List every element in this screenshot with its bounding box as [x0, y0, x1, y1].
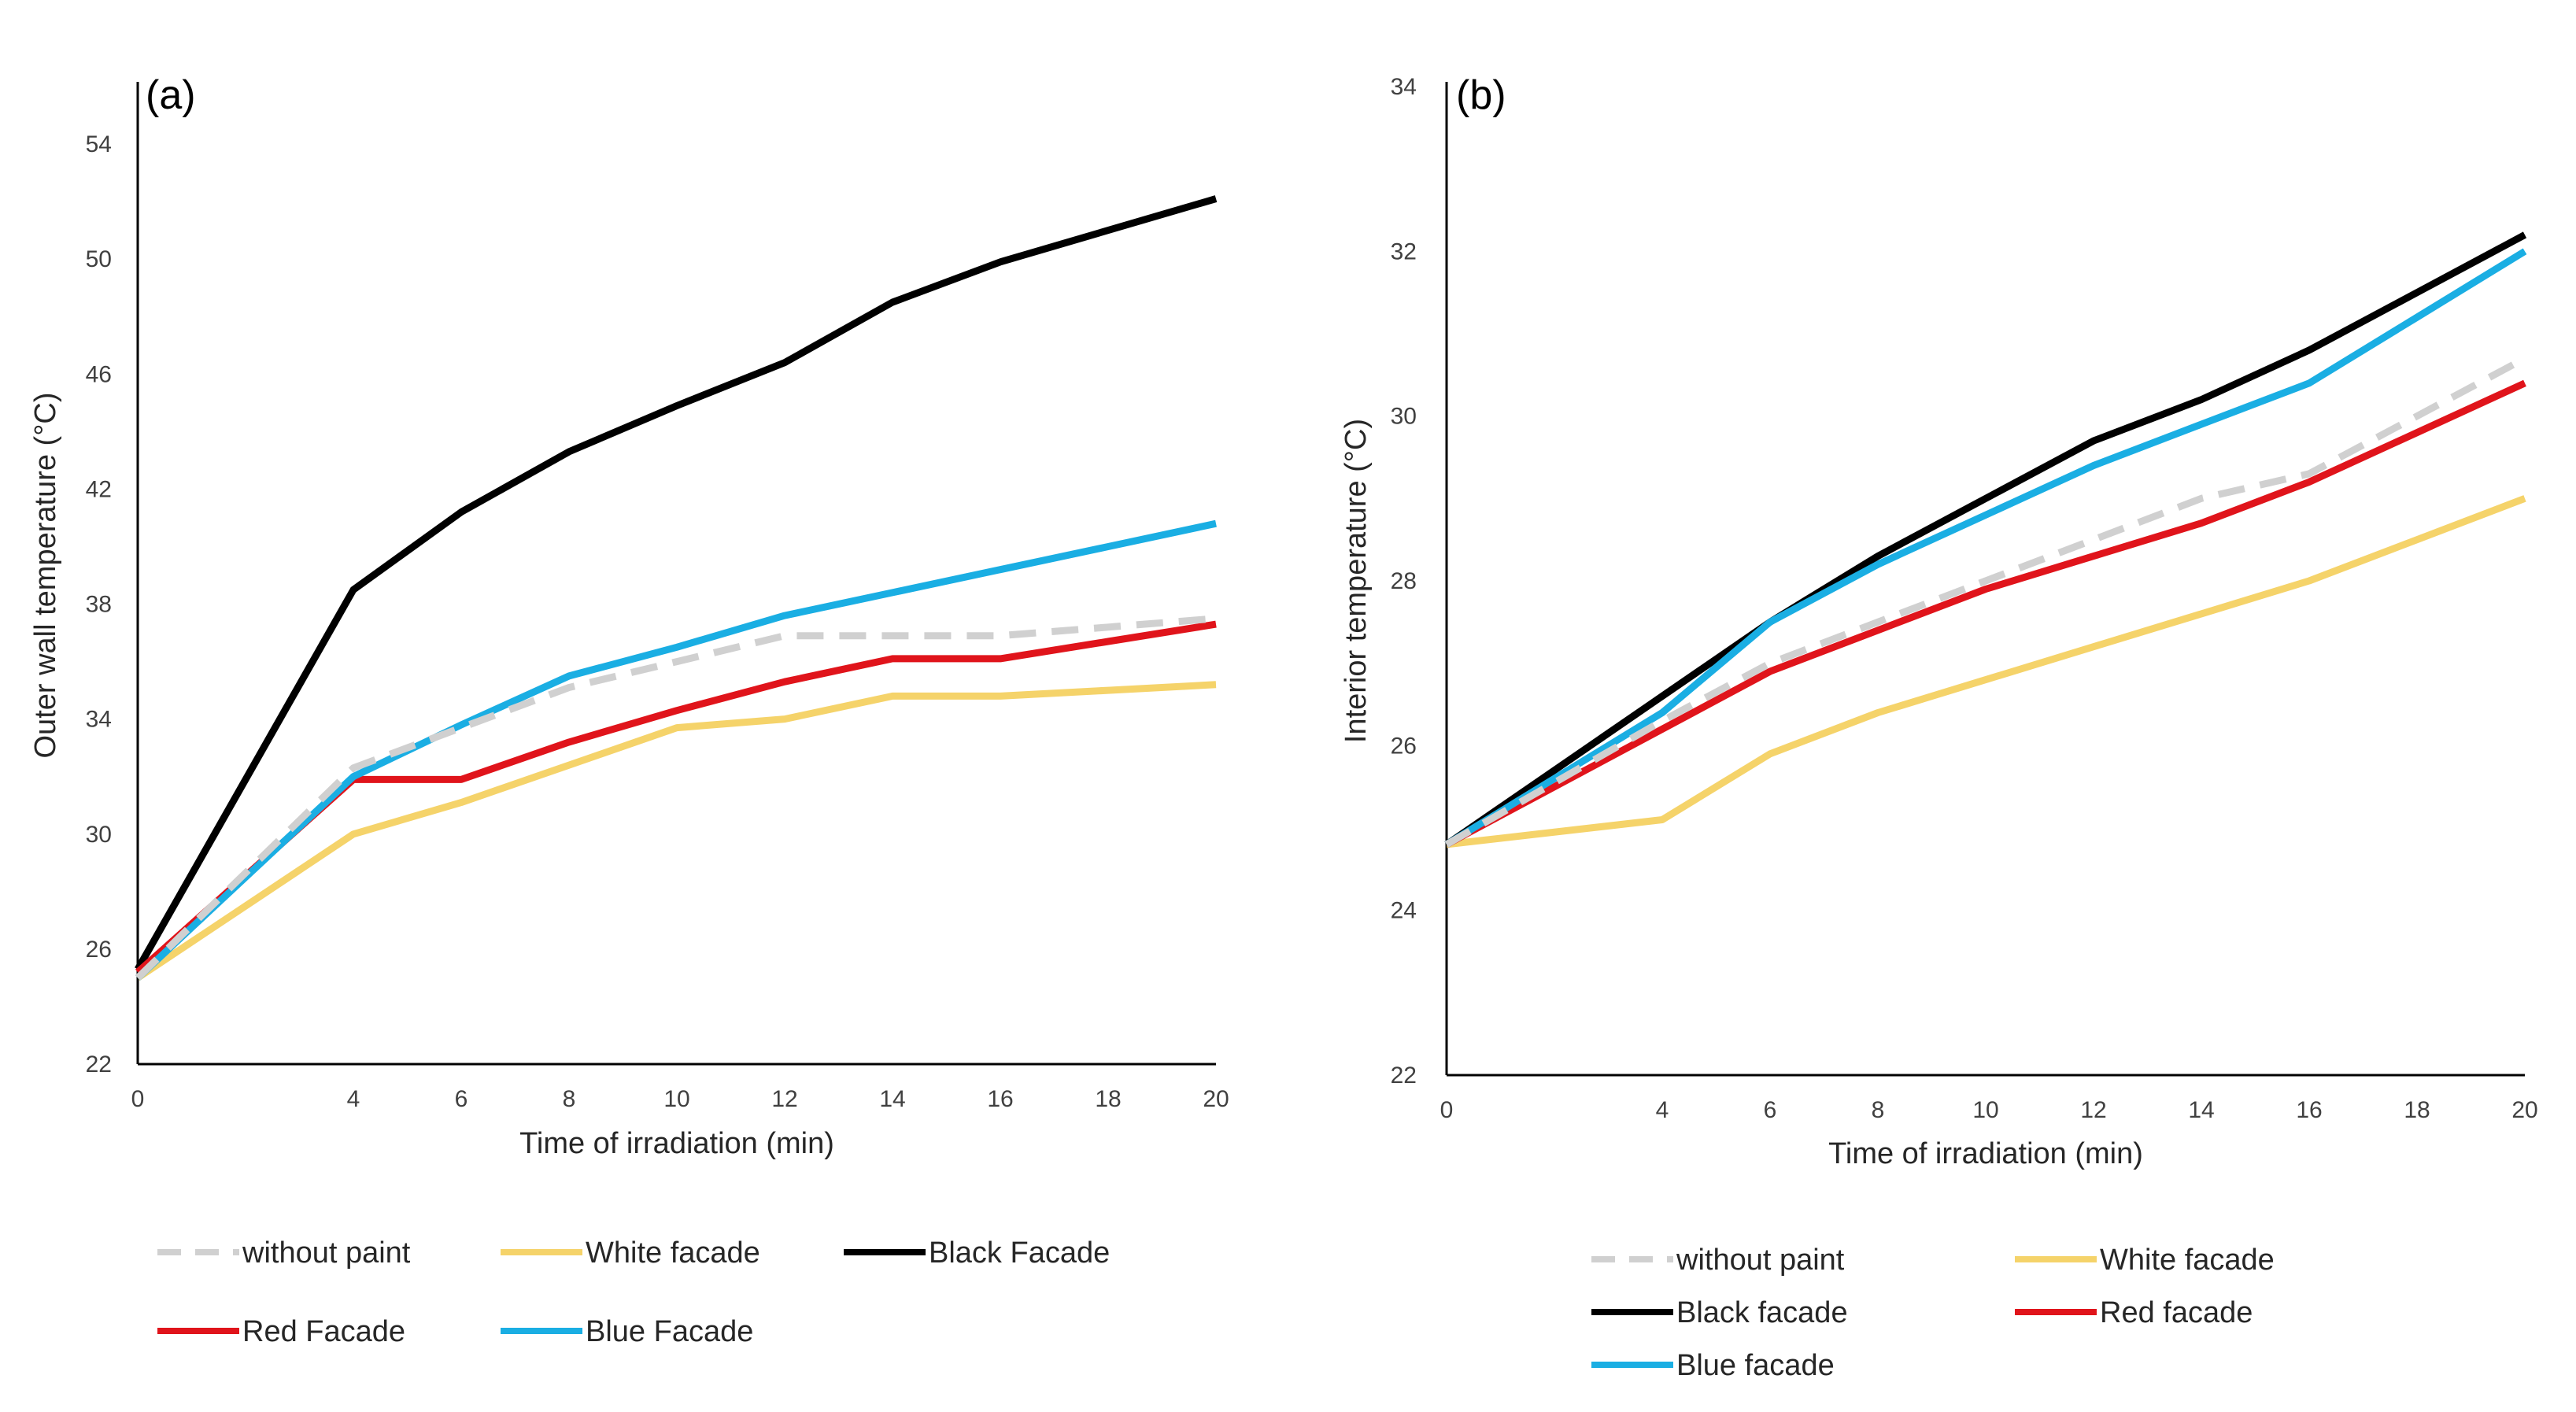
- panel-label: (b): [1456, 72, 1506, 118]
- legend-label: without paint: [242, 1236, 411, 1270]
- x-axis-title: Time of irradiation (min): [519, 1127, 834, 1160]
- y-tick-label: 28: [1391, 568, 1417, 594]
- y-tick-label: 42: [86, 476, 112, 502]
- legend-entry: Black facade: [1591, 1296, 1848, 1329]
- legend-label: Red Facade: [242, 1315, 405, 1348]
- legend-label: Black Facade: [929, 1236, 1110, 1270]
- x-tick-label: 20: [2511, 1097, 2537, 1123]
- legend-label: Blue Facade: [586, 1315, 753, 1348]
- x-tick-label: 10: [1972, 1097, 1998, 1123]
- x-tick-label: 18: [1095, 1086, 1121, 1112]
- x-tick-label: 8: [563, 1086, 576, 1112]
- x-tick-label: 4: [347, 1086, 360, 1112]
- legend-label: Blue facade: [1676, 1349, 1835, 1382]
- x-axis-title: Time of irradiation (min): [1828, 1137, 2143, 1170]
- y-tick-label: 34: [1391, 74, 1417, 100]
- y-tick-label: 50: [86, 246, 112, 272]
- legend-label: without paint: [1676, 1244, 1845, 1277]
- y-tick-label: 22: [86, 1052, 112, 1077]
- x-tick-label: 14: [879, 1086, 905, 1112]
- y-tick-label: 32: [1391, 238, 1417, 264]
- series-line-without-paint: [1444, 355, 2527, 848]
- x-tick-label: 14: [2188, 1097, 2214, 1123]
- series-line-white-facade: [135, 681, 1217, 981]
- legend-entry: Red Facade: [157, 1315, 405, 1348]
- y-axis-title: Outer wall temperature (°C): [29, 393, 62, 759]
- legend-entry: without paint: [1591, 1244, 1845, 1277]
- y-tick-label: 38: [86, 592, 112, 618]
- legend-entry: Black Facade: [844, 1236, 1110, 1270]
- series-line-red-facade: [1444, 379, 2526, 848]
- x-tick-label: 12: [771, 1086, 797, 1112]
- series-line-black-facade: [135, 195, 1218, 971]
- y-tick-label: 26: [86, 937, 112, 963]
- y-tick-label: 46: [86, 361, 112, 387]
- panel-a: 0 4 6 8 10 12 14 16 18 20222630343842465054(a)Tim…: [29, 72, 1229, 1348]
- x-tick-label: 18: [2404, 1097, 2430, 1123]
- y-tick-label: 22: [1391, 1063, 1417, 1089]
- y-tick-label: 24: [1391, 898, 1417, 924]
- x-tick-label: 12: [2080, 1097, 2106, 1123]
- x-tick-label: 16: [987, 1086, 1013, 1112]
- x-tick-label: 10: [663, 1086, 689, 1112]
- y-tick-label: 30: [1391, 404, 1417, 430]
- panel-label: (a): [146, 72, 196, 118]
- x-tick-label: 16: [2296, 1097, 2322, 1123]
- series-line-blue-facade: [135, 519, 1217, 981]
- series-line-black-facade: [1444, 231, 2527, 848]
- x-tick-label: 0: [1440, 1097, 1454, 1123]
- series-line-red-facade: [135, 620, 1217, 975]
- legend-label: Black facade: [1676, 1296, 1848, 1329]
- x-tick-label: 6: [455, 1086, 468, 1112]
- legend-entry: Red facade: [2015, 1296, 2253, 1329]
- series-line-blue-facade: [1444, 248, 2527, 848]
- legend-label: Red facade: [2100, 1296, 2253, 1329]
- legend-label: White facade: [586, 1236, 760, 1270]
- y-tick-label: 30: [86, 822, 112, 848]
- legend-entry: Blue Facade: [501, 1315, 753, 1348]
- y-axis-title: Interior temperature (°C): [1340, 419, 1373, 743]
- legend-entry: without paint: [157, 1236, 411, 1270]
- legend-entry: Blue facade: [1591, 1349, 1835, 1382]
- x-tick-label: 4: [1656, 1097, 1669, 1123]
- series-line-without-paint: [135, 615, 1217, 981]
- legend-label: White facade: [2100, 1244, 2275, 1277]
- legend-entry: White facade: [2015, 1244, 2275, 1277]
- x-tick-label: 0: [131, 1086, 145, 1112]
- y-tick-label: 54: [86, 131, 112, 157]
- legend-entry: White facade: [501, 1236, 760, 1270]
- panel-b: 0 4 6 8 10 12 14 16 18 20 22 24 26 28 30 32 34 (b) Time of…: [1340, 72, 2538, 1382]
- series-line-white-facade: [1446, 495, 2526, 848]
- x-tick-label: 8: [1872, 1097, 1885, 1123]
- x-tick-label: 20: [1203, 1086, 1229, 1112]
- y-tick-label: 34: [86, 707, 112, 733]
- x-tick-label: 6: [1764, 1097, 1777, 1123]
- y-tick-label: 26: [1391, 733, 1417, 759]
